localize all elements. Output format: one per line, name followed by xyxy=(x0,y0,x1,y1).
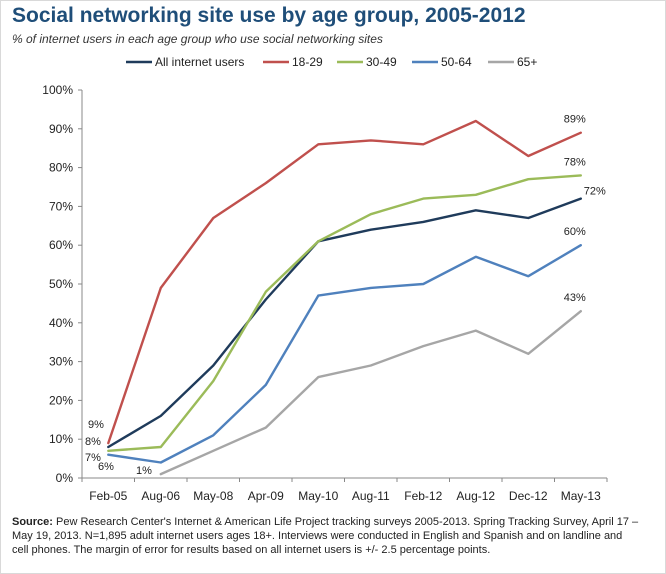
y-tick-label: 0% xyxy=(56,471,74,485)
y-tick-label: 20% xyxy=(49,393,73,407)
end-data-label: 60% xyxy=(564,226,586,238)
y-tick-label: 60% xyxy=(49,238,73,252)
series-line-all-internet-users xyxy=(107,197,582,449)
series-line-18-29 xyxy=(107,119,582,445)
series-line-50-64 xyxy=(107,243,582,464)
source-line-3: cell phones. The margin of error for res… xyxy=(12,544,491,556)
x-tick-label: Aug-12 xyxy=(456,489,495,503)
start-data-label: 9% xyxy=(88,419,104,431)
series-line-30-49 xyxy=(107,174,582,452)
x-tick-label: Aug-06 xyxy=(141,489,180,503)
y-tick-label: 30% xyxy=(49,355,73,369)
x-tick-label: Feb-12 xyxy=(404,489,442,503)
source-label: Source: xyxy=(12,516,53,528)
y-tick-label: 40% xyxy=(49,316,73,330)
legend-label: 18-29 xyxy=(292,55,323,69)
end-data-label: 78% xyxy=(564,156,586,168)
legend-label: All internet users xyxy=(155,55,244,69)
legend-label: 30-49 xyxy=(366,55,397,69)
x-tick-label: Apr-09 xyxy=(248,489,284,503)
source-line-1: Source: Pew Research Center's Internet &… xyxy=(12,515,652,529)
series-line-65 xyxy=(159,310,582,476)
start-data-label: 8% xyxy=(85,436,101,448)
chart-subtitle: % of internet users in each age group wh… xyxy=(12,32,383,46)
end-data-label: 43% xyxy=(564,292,586,304)
x-tick-label: May-10 xyxy=(298,489,338,503)
end-data-label: 72% xyxy=(584,186,606,198)
source-text-1: Pew Research Center's Internet & America… xyxy=(52,516,639,528)
y-tick-label: 80% xyxy=(49,161,73,175)
source-line-2: May 19, 2013. N=1,895 adult internet use… xyxy=(12,530,623,542)
y-tick-label: 100% xyxy=(42,83,73,97)
chart-title: Social networking site use by age group,… xyxy=(12,4,526,27)
y-tick-label: 10% xyxy=(49,432,73,446)
x-tick-label: Dec-12 xyxy=(509,489,548,503)
legend-label: 50-64 xyxy=(441,55,472,69)
x-tick-label: Feb-05 xyxy=(89,489,127,503)
x-tick-label: May-08 xyxy=(193,489,233,503)
y-tick-label: 50% xyxy=(49,277,73,291)
end-data-label: 89% xyxy=(564,114,586,126)
x-tick-label: Aug-11 xyxy=(352,489,390,503)
x-tick-label: May-13 xyxy=(561,489,601,503)
start-data-label: 7% xyxy=(85,452,101,464)
start-data-label: 6% xyxy=(98,461,114,473)
y-tick-label: 70% xyxy=(49,199,73,213)
legend-label: 65+ xyxy=(517,55,537,69)
start-data-label: 1% xyxy=(136,465,152,477)
y-tick-label: 90% xyxy=(49,122,73,136)
